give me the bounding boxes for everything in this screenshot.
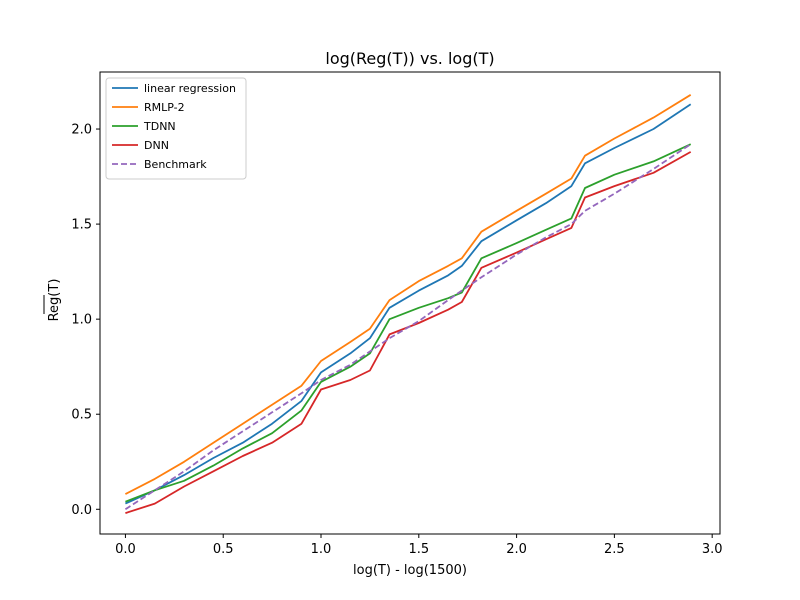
x-tick-label: 2.0 xyxy=(506,542,527,557)
series-line-tdnn xyxy=(125,143,692,503)
legend-label: RMLP-2 xyxy=(144,101,185,114)
x-tick-label: 0.0 xyxy=(115,542,136,557)
x-tick-label: 1.0 xyxy=(311,542,332,557)
x-tick-label: 1.5 xyxy=(408,542,429,557)
y-tick-label: 1.5 xyxy=(71,218,92,233)
y-tick-label: 1.0 xyxy=(71,313,92,328)
legend-label: TDNN xyxy=(143,120,176,133)
x-axis-label: log(T) - log(1500) xyxy=(353,563,467,578)
y-tick-label: 0.0 xyxy=(71,503,92,518)
legend-label: linear regression xyxy=(144,82,236,95)
x-tick-label: 2.5 xyxy=(604,542,625,557)
axes-frame xyxy=(99,71,721,535)
x-tick-label: 3.0 xyxy=(702,542,723,557)
series-line-linear-regression xyxy=(125,103,692,505)
y-axis-label: Reg(T) xyxy=(47,279,62,322)
x-tick-label: 0.5 xyxy=(213,542,234,557)
legend-label: DNN xyxy=(144,139,169,152)
series-line-rmlp-2 xyxy=(124,94,692,495)
legend-label: Benchmark xyxy=(144,158,207,171)
y-tick-label: 0.5 xyxy=(71,408,92,423)
y-tick-label: 2.0 xyxy=(71,123,92,138)
chart-title: log(Reg(T)) vs. log(T) xyxy=(325,49,494,68)
series-line-dnn xyxy=(125,151,692,514)
legend-box xyxy=(105,77,247,180)
legend: linear regression RMLP-2 TDNN DNN Benchmark xyxy=(105,77,247,180)
y-axis-label-group: Reg(T) xyxy=(43,279,62,322)
plot-area: 0.0 0.5 1.0 1.5 2.0 2.5 3.0 0.0 0.5 1.0 1.5 2.0 xyxy=(71,71,723,557)
